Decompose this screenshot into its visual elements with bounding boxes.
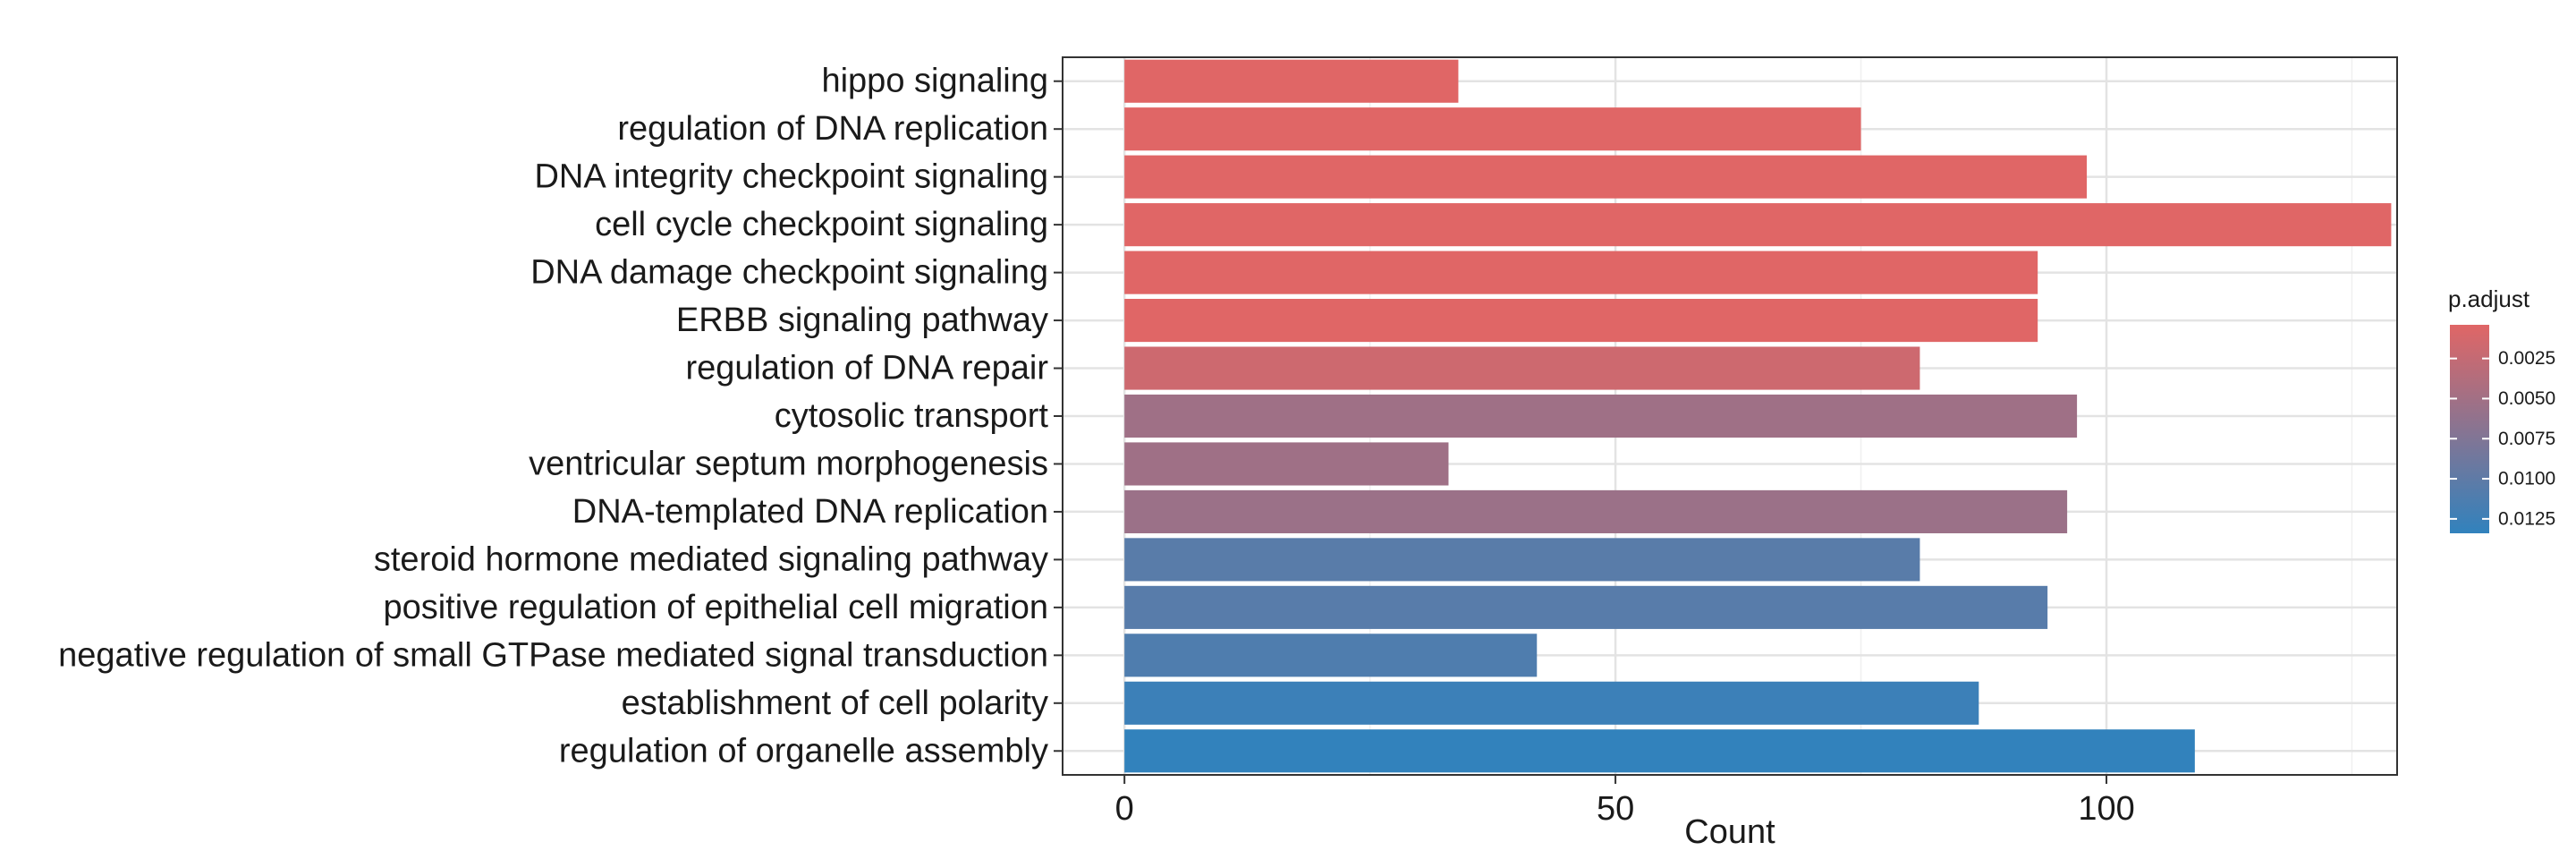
x-axis: 0 50 100	[1115, 775, 2135, 828]
y-tick-label: regulation of organelle assembly	[559, 732, 1048, 770]
y-tick-label: DNA integrity checkpoint signaling	[534, 158, 1048, 196]
x-tick-label: 100	[2078, 790, 2134, 828]
bar	[1124, 681, 1979, 725]
bars	[1124, 59, 2392, 773]
y-tick-label: regulation of DNA replication	[617, 110, 1048, 148]
y-axis: hippo signaling regulation of DNA replica…	[58, 63, 1063, 770]
legend-tick-label: 0.0125	[2498, 508, 2555, 529]
bar	[1124, 155, 2088, 199]
bar	[1124, 394, 2078, 438]
legend-tick-label: 0.0025	[2498, 348, 2555, 369]
x-axis-title: Count	[1684, 813, 1775, 851]
legend-colorbar	[2450, 325, 2489, 533]
y-tick-label: positive regulation of epithelial cell m…	[383, 589, 1048, 626]
legend-tick-label: 0.0075	[2498, 429, 2555, 449]
y-tick-label: hippo signaling	[821, 63, 1048, 100]
legend-tick-label: 0.0050	[2498, 388, 2555, 409]
bar	[1124, 729, 2195, 773]
y-tick-label: establishment of cell polarity	[622, 685, 1048, 722]
x-tick-label: 0	[1115, 790, 1134, 828]
bar	[1124, 346, 1920, 390]
bar	[1124, 299, 2038, 343]
bar	[1124, 585, 2048, 629]
y-tick-label: DNA damage checkpoint signaling	[530, 254, 1048, 292]
bar	[1124, 59, 1459, 103]
bar	[1124, 107, 1861, 151]
legend: p.adjust 0.0025 0.0050 0.0075 0.0100 0.0125	[2448, 285, 2555, 533]
y-tick-label: negative regulation of small GTPase medi…	[58, 636, 1048, 674]
bar	[1124, 442, 1449, 486]
legend-title: p.adjust	[2448, 285, 2530, 312]
bar	[1124, 634, 1538, 677]
x-tick-label: 50	[1597, 790, 1634, 828]
y-tick-label: ventricular septum morphogenesis	[529, 445, 1048, 482]
bar	[1124, 538, 1920, 582]
y-tick-label: cytosolic transport	[775, 397, 1049, 435]
bar	[1124, 489, 2068, 533]
y-tick-label: regulation of DNA repair	[685, 350, 1048, 387]
y-tick-label: steroid hormone mediated signaling pathw…	[374, 540, 1048, 578]
y-tick-label: ERBB signaling pathway	[676, 302, 1048, 339]
y-tick-label: DNA-templated DNA replication	[572, 493, 1048, 531]
bar	[1124, 203, 2392, 247]
y-tick-label: cell cycle checkpoint signaling	[595, 206, 1048, 243]
legend-tick-label: 0.0100	[2498, 469, 2555, 489]
bar	[1124, 251, 2038, 294]
